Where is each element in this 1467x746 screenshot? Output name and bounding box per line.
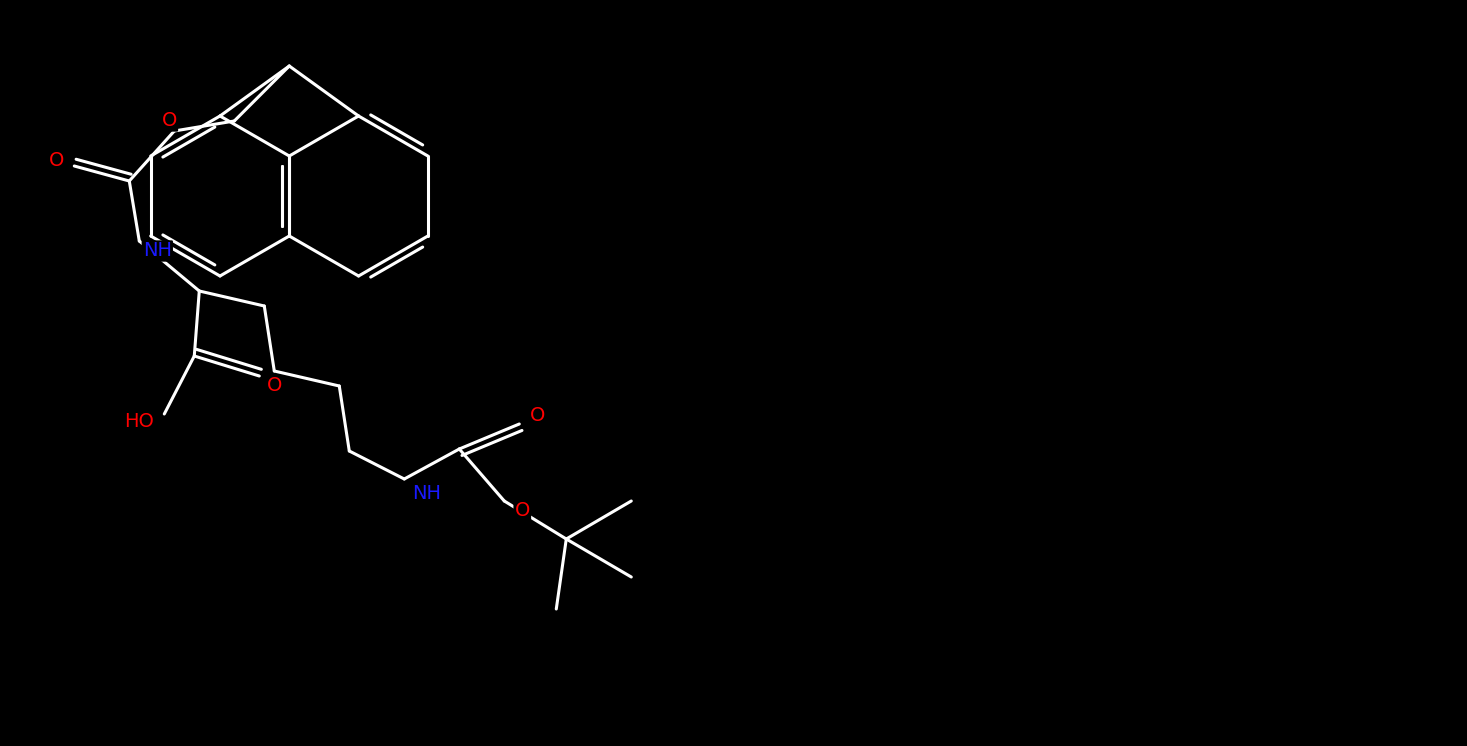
Text: O: O <box>161 111 178 131</box>
Text: O: O <box>48 151 65 171</box>
Text: O: O <box>267 377 282 395</box>
Text: NH: NH <box>142 242 172 260</box>
Text: O: O <box>515 501 530 521</box>
Text: NH: NH <box>412 484 440 504</box>
Text: HO: HO <box>125 413 154 431</box>
Text: O: O <box>530 407 544 425</box>
